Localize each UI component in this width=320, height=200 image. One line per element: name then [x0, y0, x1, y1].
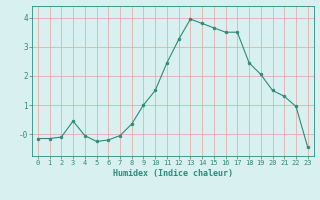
X-axis label: Humidex (Indice chaleur): Humidex (Indice chaleur) — [113, 169, 233, 178]
